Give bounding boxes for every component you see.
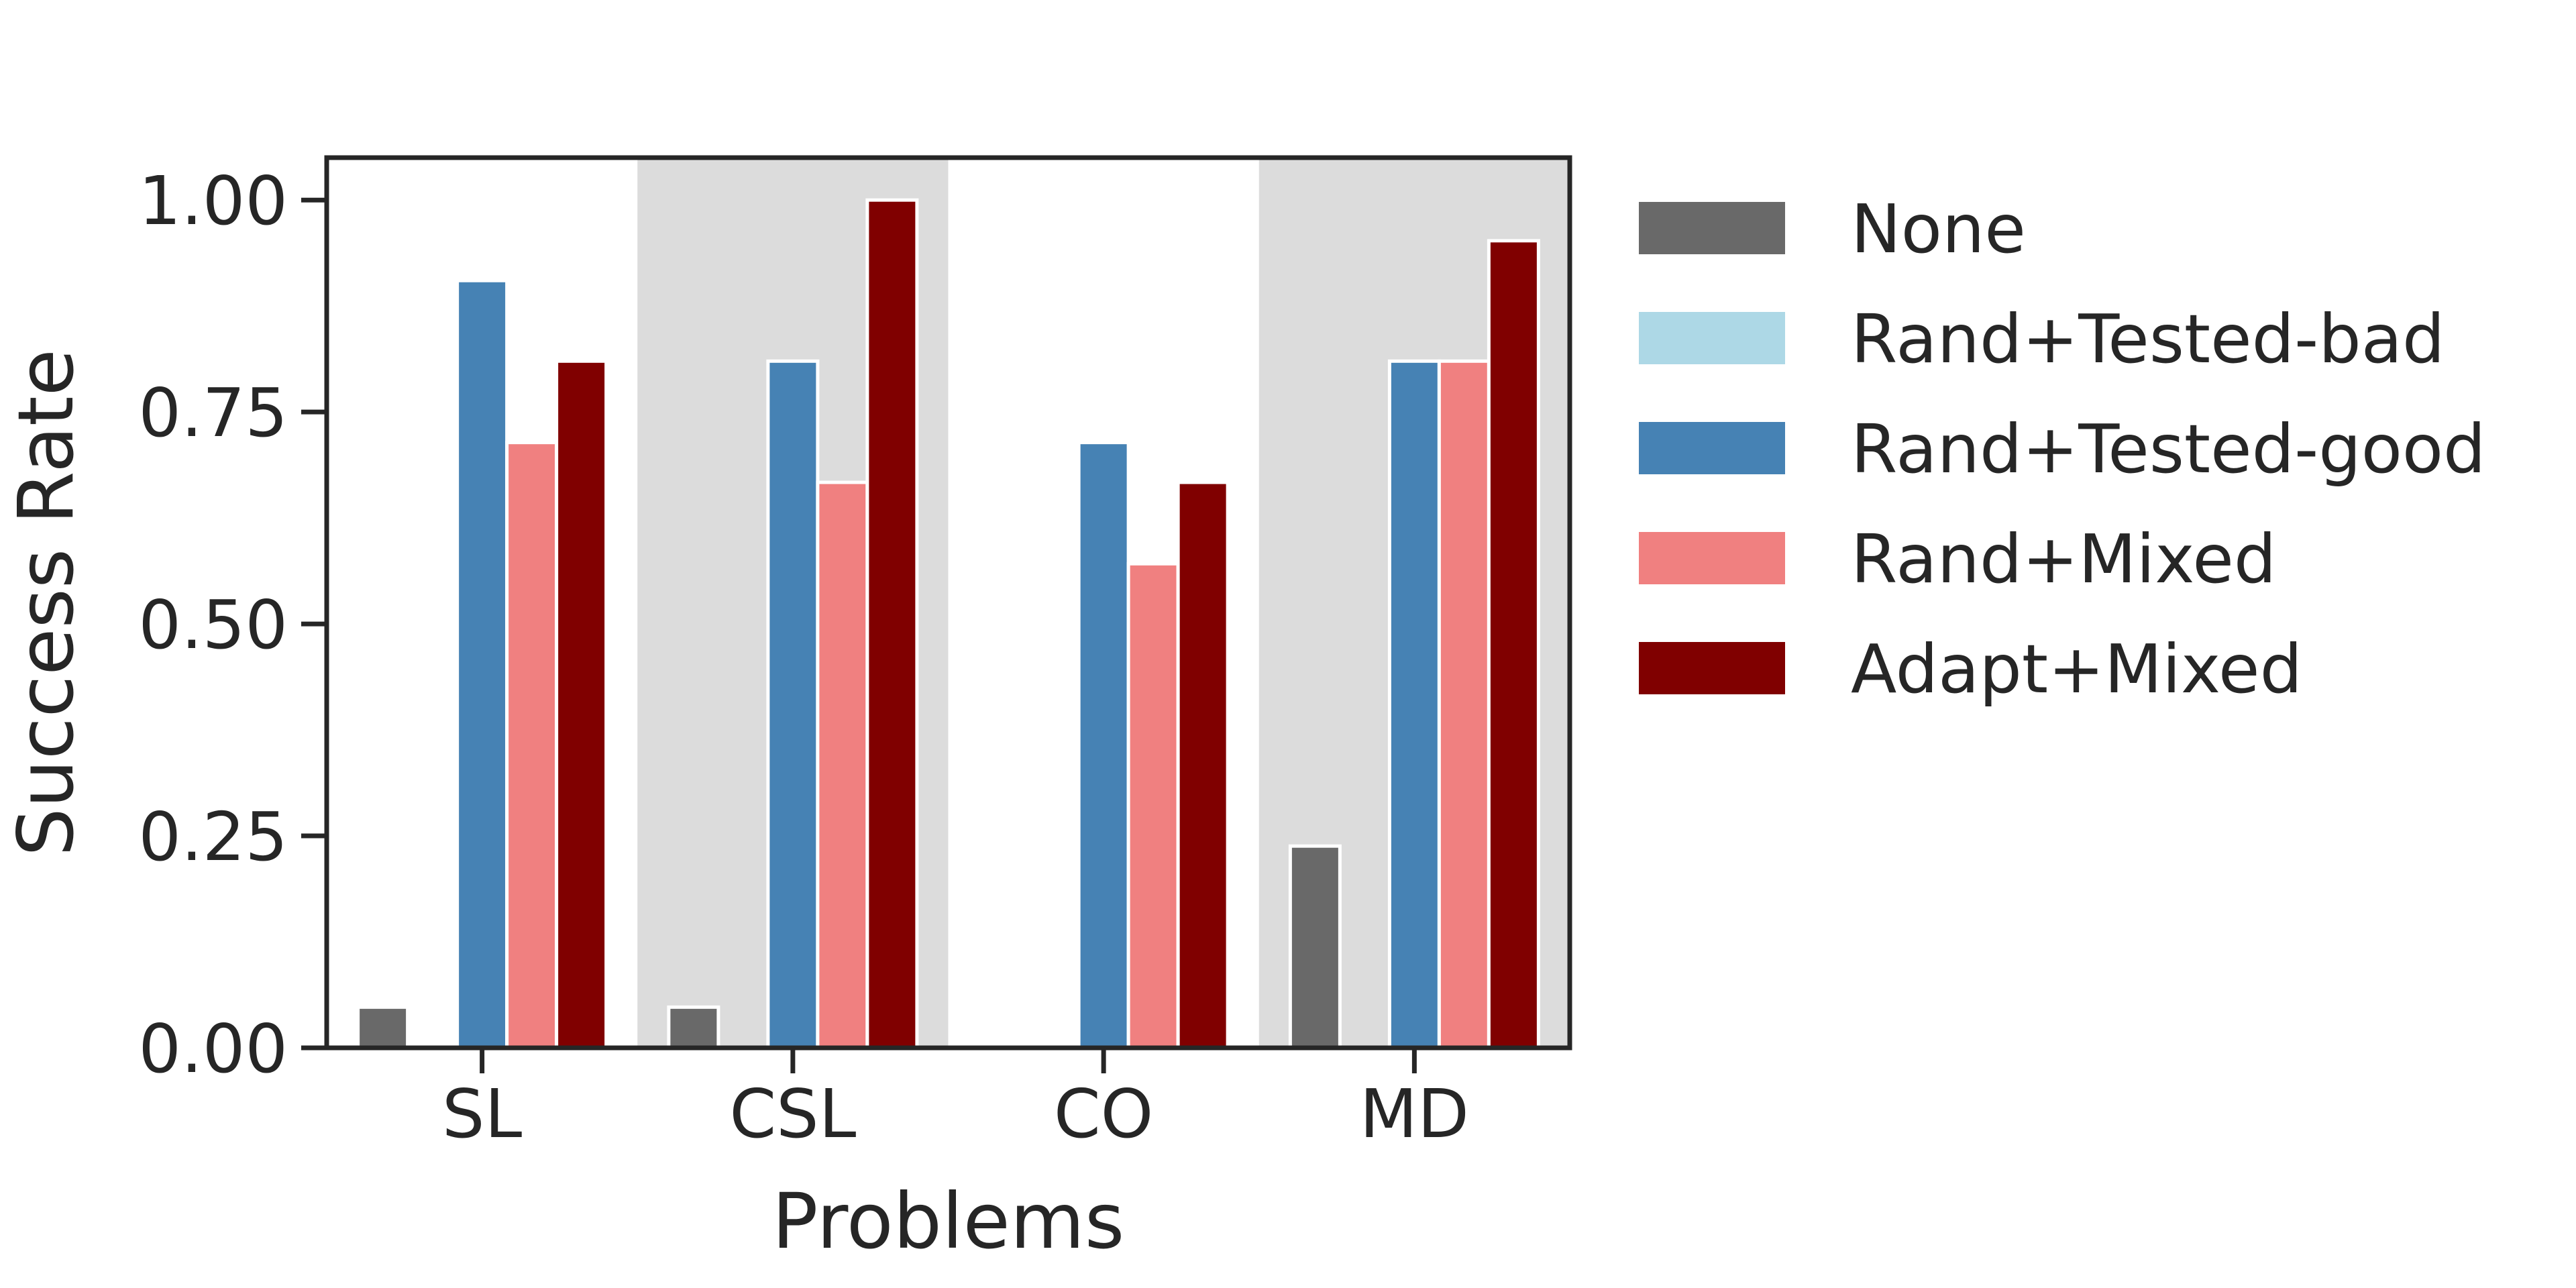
- bar-adapt-mixed-csl: [865, 198, 919, 1050]
- bars: [356, 198, 1540, 1050]
- legend-label-rand-tested-bad: Rand+Tested-bad: [1851, 300, 2445, 378]
- plot-frame: [324, 155, 1572, 1051]
- x-tick-label: MD: [1360, 1075, 1469, 1153]
- bar-adapt-mixed-sl: [555, 359, 608, 1050]
- legend-label-none: None: [1851, 190, 2026, 268]
- bar-none-sl: [356, 1005, 410, 1050]
- bar-rand-mixed-co: [1126, 561, 1180, 1050]
- y-tick-label: 0.25: [138, 798, 288, 876]
- bar-none-csl: [667, 1005, 720, 1050]
- bar-rand-mixed-sl: [505, 441, 559, 1050]
- legend-swatch-rand-tested-bad: [1639, 312, 1785, 364]
- x-tick-label: CSL: [729, 1075, 856, 1153]
- bar-rand-mixed-csl: [816, 480, 869, 1050]
- legend-label-rand-tested-good: Rand+Tested-good: [1851, 410, 2486, 488]
- y-tick-label: 1.00: [138, 162, 288, 240]
- y-axis-label: Success Rate: [1, 349, 91, 857]
- bar-rand-tested-good-co: [1077, 441, 1130, 1050]
- legend-label-adapt-mixed: Adapt+Mixed: [1851, 630, 2302, 708]
- bar-rand-tested-good-md: [1387, 359, 1441, 1050]
- x-tick-label: CO: [1054, 1075, 1154, 1153]
- y-tick-label: 0.50: [138, 586, 288, 664]
- bar-rand-tested-good-sl: [455, 278, 509, 1050]
- legend: None Rand+Tested-bad Rand+Tested-good Rand+…: [1639, 190, 2486, 708]
- legend-swatch-none: [1639, 202, 1785, 254]
- bar-adapt-mixed-co: [1176, 480, 1230, 1050]
- bar-rand-mixed-md: [1437, 359, 1491, 1050]
- y-tick-label: 0.00: [138, 1010, 288, 1088]
- axes: 0.00 0.25 0.50 0.75 1.00 SL CSL CO MD: [138, 162, 1469, 1153]
- bar-none-md: [1288, 844, 1342, 1050]
- y-tick-label: 0.75: [138, 374, 288, 452]
- bar-adapt-mixed-md: [1487, 239, 1540, 1050]
- legend-swatch-adapt-mixed: [1639, 642, 1785, 694]
- x-tick-label: SL: [442, 1075, 522, 1153]
- bar-rand-tested-good-csl: [766, 359, 820, 1050]
- legend-swatch-rand-tested-good: [1639, 422, 1785, 474]
- x-axis-label: Problems: [772, 1177, 1124, 1266]
- legend-swatch-rand-mixed: [1639, 532, 1785, 584]
- legend-label-rand-mixed: Rand+Mixed: [1851, 520, 2276, 598]
